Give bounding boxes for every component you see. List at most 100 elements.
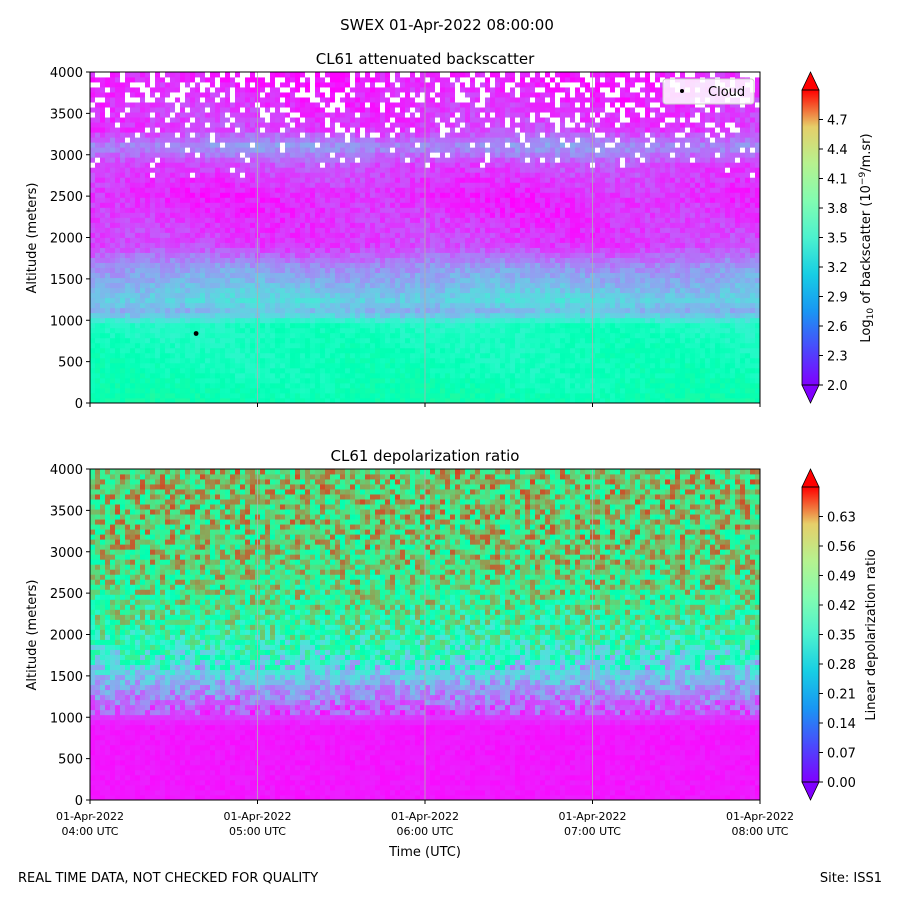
heatmap-cell xyxy=(730,362,736,369)
heatmap-cell xyxy=(440,277,446,284)
heatmap-cell xyxy=(535,312,541,319)
heatmap-cell xyxy=(570,237,576,243)
heatmap-cell xyxy=(415,317,421,324)
heatmap-cell xyxy=(185,302,191,309)
heatmap-cell xyxy=(585,257,591,263)
heatmap-cell xyxy=(725,327,731,334)
heatmap-cell xyxy=(110,217,116,223)
heatmap-cell xyxy=(595,377,601,384)
heatmap-cell xyxy=(295,262,301,268)
heatmap-cell xyxy=(655,377,661,384)
heatmap-cell xyxy=(455,327,461,334)
heatmap-cell xyxy=(235,327,241,334)
heatmap-cell xyxy=(630,372,636,379)
heatmap-cell xyxy=(290,317,296,324)
heatmap-cell xyxy=(700,217,706,223)
heatmap-cell xyxy=(90,377,96,384)
heatmap-cell xyxy=(755,382,761,389)
heatmap-cell xyxy=(105,297,111,304)
heatmap-cell xyxy=(480,387,486,394)
heatmap-cell xyxy=(305,277,311,284)
heatmap-cell xyxy=(340,317,346,324)
heatmap-cell xyxy=(585,347,591,354)
heatmap-cell xyxy=(295,357,301,364)
heatmap-cell xyxy=(410,302,416,309)
heatmap-cell xyxy=(235,267,241,274)
heatmap-cell xyxy=(445,217,451,223)
heatmap-cell xyxy=(505,252,511,258)
heatmap-cell xyxy=(455,322,461,329)
heatmap-cell xyxy=(205,277,211,284)
heatmap-cell xyxy=(675,367,681,374)
heatmap-cell xyxy=(685,222,691,228)
heatmap-cell xyxy=(570,282,576,289)
heatmap-cell xyxy=(695,232,701,238)
heatmap-cell xyxy=(705,252,711,258)
heatmap-cell xyxy=(175,367,181,374)
heatmap-cell xyxy=(725,222,731,228)
heatmap-cell xyxy=(495,277,501,284)
heatmap-cell xyxy=(595,317,601,324)
heatmap-cell xyxy=(485,327,491,334)
heatmap-cell xyxy=(245,377,251,384)
heatmap-cell xyxy=(470,357,476,364)
heatmap-cell xyxy=(640,277,646,284)
heatmap-cell xyxy=(95,367,101,374)
heatmap-cell xyxy=(545,352,551,359)
heatmap-cell xyxy=(635,287,641,294)
heatmap-cell xyxy=(565,237,571,243)
heatmap-cell xyxy=(465,332,471,339)
heatmap-cell xyxy=(740,287,746,294)
heatmap-cell xyxy=(375,227,381,233)
heatmap-cell xyxy=(340,282,346,289)
heatmap-cell xyxy=(535,307,541,314)
heatmap-cell xyxy=(405,337,411,344)
heatmap-cell xyxy=(615,392,621,399)
heatmap-cell xyxy=(645,252,651,258)
heatmap-cell xyxy=(285,242,291,248)
heatmap-cell xyxy=(625,257,631,263)
heatmap-cell xyxy=(735,232,741,238)
heatmap-cell xyxy=(715,222,721,228)
heatmap-cell xyxy=(440,347,446,354)
heatmap-cell xyxy=(295,367,301,374)
heatmap-cell xyxy=(115,277,121,284)
heatmap-cell xyxy=(390,247,396,253)
heatmap-cell xyxy=(365,377,371,384)
heatmap-cell xyxy=(750,382,756,389)
heatmap-cell xyxy=(245,277,251,284)
heatmap-cell xyxy=(445,272,451,279)
heatmap-cell xyxy=(135,232,141,238)
heatmap-cell xyxy=(555,282,561,289)
heatmap-cell xyxy=(435,302,441,309)
heatmap-cell xyxy=(305,342,311,349)
heatmap-cell xyxy=(550,282,556,289)
heatmap-cell xyxy=(430,387,436,394)
heatmap-cell xyxy=(615,327,621,334)
heatmap-cell xyxy=(435,322,441,329)
heatmap-cell xyxy=(290,312,296,319)
heatmap-cell xyxy=(505,352,511,359)
heatmap-cell xyxy=(465,262,471,268)
heatmap-cell xyxy=(455,312,461,319)
heatmap-cell xyxy=(370,397,376,404)
heatmap-cell xyxy=(280,317,286,324)
heatmap-cell xyxy=(195,392,201,399)
heatmap-cell xyxy=(335,347,341,354)
heatmap-cell xyxy=(315,242,321,248)
heatmap-cell xyxy=(240,332,246,339)
heatmap-cell xyxy=(280,217,286,223)
heatmap-cell xyxy=(670,247,676,253)
heatmap-cell xyxy=(535,262,541,268)
heatmap-cell xyxy=(130,322,136,329)
heatmap-cell xyxy=(710,322,716,329)
heatmap-cell xyxy=(555,307,561,314)
heatmap-cell xyxy=(635,222,641,228)
heatmap-cell xyxy=(100,337,106,344)
heatmap-cell xyxy=(360,337,366,344)
heatmap-cell xyxy=(580,387,586,394)
heatmap-cell xyxy=(685,377,691,384)
heatmap-cell xyxy=(265,302,271,309)
heatmap-cell xyxy=(135,212,141,218)
heatmap-cell xyxy=(620,392,626,399)
